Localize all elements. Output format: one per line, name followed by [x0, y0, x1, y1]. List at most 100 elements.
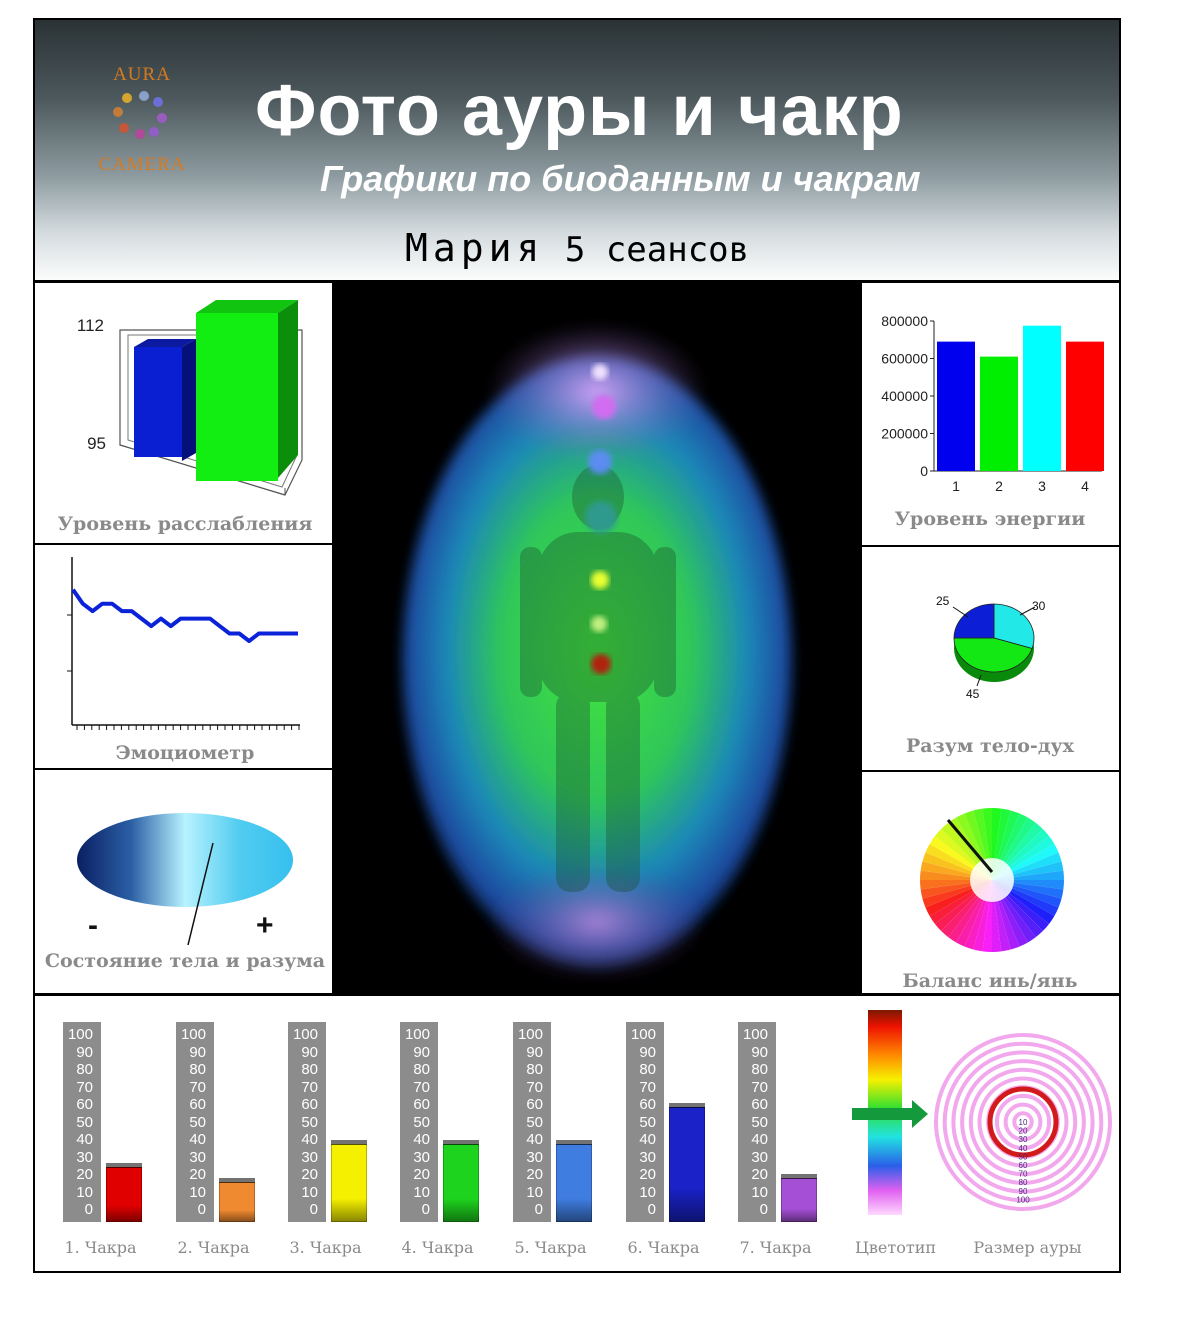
chakra-label-4: 4. Чакра	[401, 1238, 474, 1257]
chakra-dot-6	[592, 395, 616, 419]
aura-scale-label: 70	[1019, 1170, 1028, 1179]
state-ellipse	[77, 813, 293, 907]
aura-camera-logo: AURA CAMERA	[92, 64, 192, 179]
aura-ring	[968, 1067, 1078, 1177]
divider	[35, 543, 333, 545]
aura-ring	[951, 1050, 1095, 1194]
chakra-bar-1	[106, 1163, 142, 1222]
state-plus: +	[256, 909, 274, 942]
chakra-label-1: 1. Чакра	[64, 1238, 137, 1257]
chakra-dot-2	[591, 616, 607, 632]
client-line: Мария 5 сеансов	[405, 226, 749, 270]
energy-bar	[980, 356, 1018, 471]
chakra-label-2: 2. Чакра	[177, 1238, 250, 1257]
aura-scale-label: 60	[1019, 1161, 1028, 1170]
chakra-scale-column: 100 90 80 70 60 50 40 30 20 10 0	[176, 1022, 214, 1222]
chakra-scale-column: 100 90 80 70 60 50 40 30 20 10 0	[63, 1022, 101, 1222]
pie-slice	[993, 603, 1035, 649]
colortype-label: Цветотип	[854, 1238, 937, 1257]
emotiometer-chart	[67, 557, 300, 730]
energy-y-tick: 600000	[881, 351, 928, 367]
chakra-scale-column: 100 90 80 70 60 50 40 30 20 10 0	[738, 1022, 776, 1222]
aura-ring	[1012, 1111, 1034, 1133]
aura-scale-label: 40	[1019, 1144, 1028, 1153]
energy-bar	[1066, 341, 1104, 471]
aura-ring	[960, 1059, 1086, 1185]
yin-yang-wheel	[920, 808, 1064, 952]
energy-bar	[937, 341, 975, 471]
chakra-scale-column: 100 90 80 70 60 50 40 30 20 10 0	[288, 1022, 326, 1222]
aura-scale-label: 90	[1019, 1187, 1028, 1196]
pie-label-25: 25	[936, 594, 950, 608]
aura-ring	[1003, 1102, 1043, 1142]
energy-y-tick: 200000	[881, 426, 928, 442]
aura-image	[334, 282, 860, 995]
page-title: Фото ауры и чакр	[255, 71, 904, 151]
pie-label-45: 45	[966, 687, 980, 701]
mind-body-spirit-caption: Разум тело-дух	[906, 735, 1074, 757]
aura-ring	[977, 1076, 1069, 1168]
relaxation-tick-low: 95	[87, 434, 106, 453]
aura-scale-label: 80	[1019, 1178, 1028, 1187]
logo-dots-icon	[113, 91, 167, 139]
pie-slice	[953, 637, 1033, 673]
relaxation-caption: Уровень расслабления	[57, 513, 313, 535]
energy-y-tick: 400000	[881, 388, 928, 404]
chakra-label-6: 6. Чакра	[627, 1238, 700, 1257]
pie-slice	[953, 603, 995, 639]
colortype-arrow	[852, 1100, 928, 1128]
aura-size-label: Размер ауры	[973, 1238, 1082, 1257]
relaxation-chart: 112 95	[77, 300, 303, 496]
chakra-scale-labels: 100 90 80 70 60 50 40 30 20 10 0	[517, 1026, 543, 1218]
body-mind-state-caption: Состояние тела и разума	[44, 950, 326, 972]
chakra-scale-labels: 100 90 80 70 60 50 40 30 20 10 0	[742, 1026, 768, 1218]
emotiometer-line	[71, 588, 298, 643]
yin-yang-needle	[946, 819, 994, 873]
chakra-dot-4	[585, 501, 617, 533]
chakra-label-3: 3. Чакра	[289, 1238, 362, 1257]
divider	[332, 282, 334, 995]
aura-scale-label: 10	[1019, 1118, 1028, 1127]
chakra-bar-3	[331, 1139, 367, 1222]
energy-y-tick: 800000	[881, 313, 928, 329]
energy-y-tick: 0	[920, 463, 928, 479]
energy-x-tick: 2	[995, 478, 1003, 494]
mind-body-spirit-chart: 25 30 45	[936, 594, 1046, 701]
emotiometer-caption: Эмоциометр	[115, 742, 255, 764]
aura-scale-label: 100	[1016, 1195, 1030, 1204]
aura-ring	[942, 1041, 1104, 1203]
chakra-scale-labels: 100 90 80 70 60 50 40 30 20 10 0	[67, 1026, 93, 1218]
chakra-dot-5	[588, 450, 612, 474]
aura-scale-label: 20	[1019, 1127, 1028, 1136]
chakra-scale-column: 100 90 80 70 60 50 40 30 20 10 0	[400, 1022, 438, 1222]
chakra-scale-labels: 100 90 80 70 60 50 40 30 20 10 0	[180, 1026, 206, 1218]
pie-label-30: 30	[1032, 599, 1046, 613]
energy-x-tick: 1	[952, 478, 960, 494]
chakra-scale-labels: 100 90 80 70 60 50 40 30 20 10 0	[404, 1026, 430, 1218]
divider	[861, 545, 1119, 547]
chakra-scale-labels: 100 90 80 70 60 50 40 30 20 10 0	[630, 1026, 656, 1218]
chakra-scale-column: 100 90 80 70 60 50 40 30 20 10 0	[626, 1022, 664, 1222]
chakra-label-7: 7. Чакра	[739, 1238, 812, 1257]
chakra-bar-7	[781, 1174, 817, 1222]
chakra-dot-1	[591, 654, 611, 674]
chakra-bar-2	[219, 1177, 255, 1222]
logo-top-text: AURA	[113, 64, 171, 85]
chakra-dot-3	[591, 571, 609, 589]
body-mind-state-chart: - +	[77, 813, 293, 945]
logo-bottom-text: CAMERA	[98, 154, 186, 175]
energy-chart: 800000 600000 400000 200000 0 1 2 3 4	[881, 313, 1104, 494]
chakra-label-5: 5. Чакра	[514, 1238, 587, 1257]
divider	[861, 770, 1119, 772]
colortype-chart	[852, 1010, 928, 1215]
aura-ring	[934, 1033, 1112, 1211]
chakra-bar-4	[443, 1139, 479, 1222]
aura-size-marker	[987, 1086, 1059, 1158]
state-needle	[187, 842, 214, 945]
client-name: Мария	[405, 226, 545, 270]
header-banner	[35, 20, 1119, 280]
energy-bar	[1023, 325, 1061, 471]
energy-x-tick: 4	[1081, 478, 1089, 494]
state-minus: -	[88, 909, 98, 942]
